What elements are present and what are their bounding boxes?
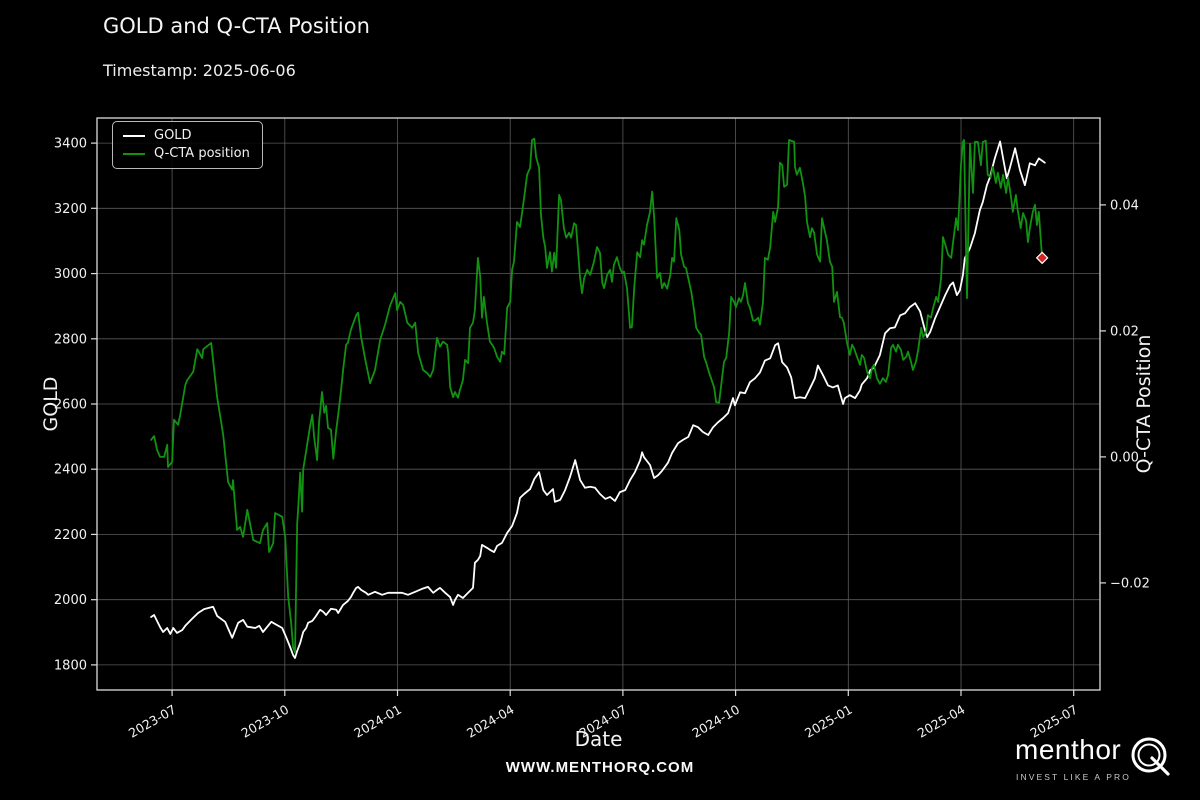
legend-label-qcta: Q-CTA position bbox=[154, 146, 250, 161]
right-tick-label: 0.00 bbox=[1110, 450, 1139, 465]
date-tick-label: 2024-04 bbox=[464, 702, 517, 741]
left-tick-label: 3000 bbox=[54, 267, 87, 282]
last-value-diamond-marker bbox=[1035, 251, 1049, 265]
legend-item-qcta: Q-CTA position bbox=[123, 146, 250, 161]
logo-wordmark: menthor bbox=[1015, 734, 1122, 765]
timestamp-subtitle: Timestamp: 2025-06-06 bbox=[103, 61, 296, 80]
left-tick-label: 2000 bbox=[54, 593, 87, 608]
website-footer: WWW.MENTHORQ.COM bbox=[505, 759, 695, 776]
date-tick-label: 2023-07 bbox=[126, 702, 179, 741]
y-axis-label-right: Q-CTA Position bbox=[1133, 335, 1155, 474]
left-tick-label: 2600 bbox=[54, 398, 87, 413]
menthorq-logo: menthor INVEST LIKE A PRO bbox=[1012, 733, 1192, 793]
left-tick-label: 3200 bbox=[54, 202, 87, 217]
series-qcta-line bbox=[150, 137, 1043, 654]
x-axis-label: Date bbox=[575, 727, 623, 751]
date-tick-label: 2025-01 bbox=[802, 702, 855, 741]
right-tick-label: 0.04 bbox=[1110, 198, 1139, 213]
legend-label-gold: GOLD bbox=[154, 128, 192, 143]
right-tick-label: 0.02 bbox=[1110, 324, 1139, 339]
right-tick-label: −0.02 bbox=[1110, 576, 1150, 591]
legend-item-gold: GOLD bbox=[123, 128, 250, 143]
series-gold-line bbox=[150, 140, 1046, 659]
date-tick-label: 2025-04 bbox=[915, 702, 968, 741]
logo-tagline: INVEST LIKE A PRO bbox=[1016, 772, 1131, 782]
date-tick-label: 2023-10 bbox=[239, 702, 292, 741]
page-title: GOLD and Q-CTA Position bbox=[103, 14, 370, 38]
left-tick-label: 3400 bbox=[54, 137, 87, 152]
gold-line-swatch-icon bbox=[123, 134, 145, 137]
chart-legend: GOLD Q-CTA position bbox=[112, 121, 263, 169]
date-tick-label: 2024-01 bbox=[351, 702, 404, 741]
qcta-line-swatch-icon bbox=[123, 152, 145, 155]
q-logo-icon bbox=[1131, 737, 1170, 776]
left-tick-label: 2800 bbox=[54, 332, 87, 347]
left-tick-label: 2200 bbox=[54, 528, 87, 543]
date-tick-label: 2024-10 bbox=[689, 702, 742, 741]
left-tick-label: 1800 bbox=[54, 658, 87, 673]
left-tick-label: 2400 bbox=[54, 463, 87, 478]
y-axis-label-left: GOLD bbox=[40, 377, 62, 432]
